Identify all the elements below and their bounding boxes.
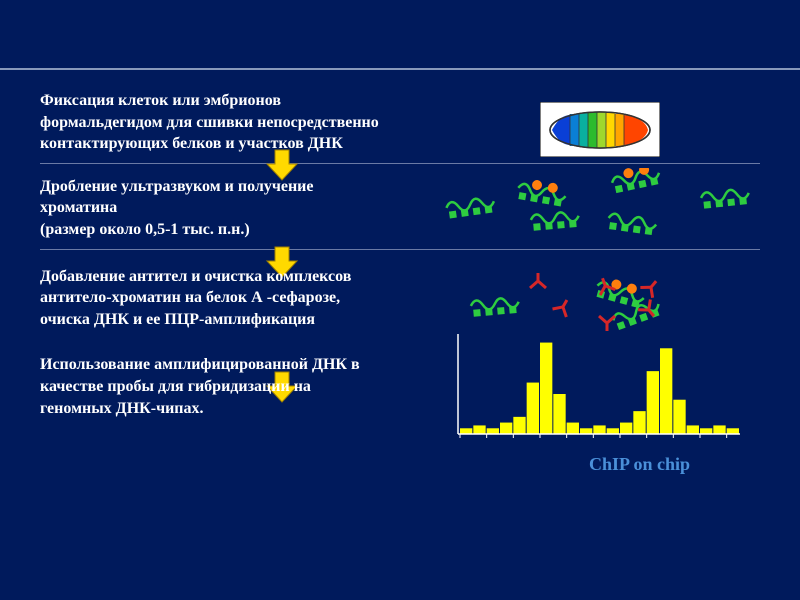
step-3: Добавление антител и очистка комплексов … (40, 266, 760, 331)
step-1-text: Фиксация клеток или эмбрионов формальдег… (40, 90, 390, 155)
chromatin-fragments (440, 168, 770, 243)
hybridization-chart (450, 324, 750, 449)
step-4-text: Использование амплифицированной ДНК в ка… (40, 354, 360, 419)
divider-1 (40, 163, 760, 164)
step-2-text: Дробление ультразвуком и получение хрома… (40, 176, 340, 241)
title-bar (0, 0, 800, 70)
step-2: Дробление ультразвуком и получение хрома… (40, 176, 760, 241)
step-2-line2: (размер около 0,5-1 тыс. п.н.) (40, 221, 250, 238)
step-1: Фиксация клеток или эмбрионов формальдег… (40, 90, 760, 155)
step-3-text: Добавление антител и очистка комплексов … (40, 266, 380, 331)
arrow-1-icon (265, 148, 295, 178)
embryo-illustration (540, 102, 660, 162)
chip-on-chip-label: ChIP on chip (589, 454, 690, 475)
content-area: Фиксация клеток или эмбрионов формальдег… (0, 70, 800, 419)
divider-2 (40, 249, 760, 250)
step-2-line1: Дробление ультразвуком и получение хрома… (40, 178, 314, 217)
step-4: Использование амплифицированной ДНК в ка… (40, 354, 760, 419)
